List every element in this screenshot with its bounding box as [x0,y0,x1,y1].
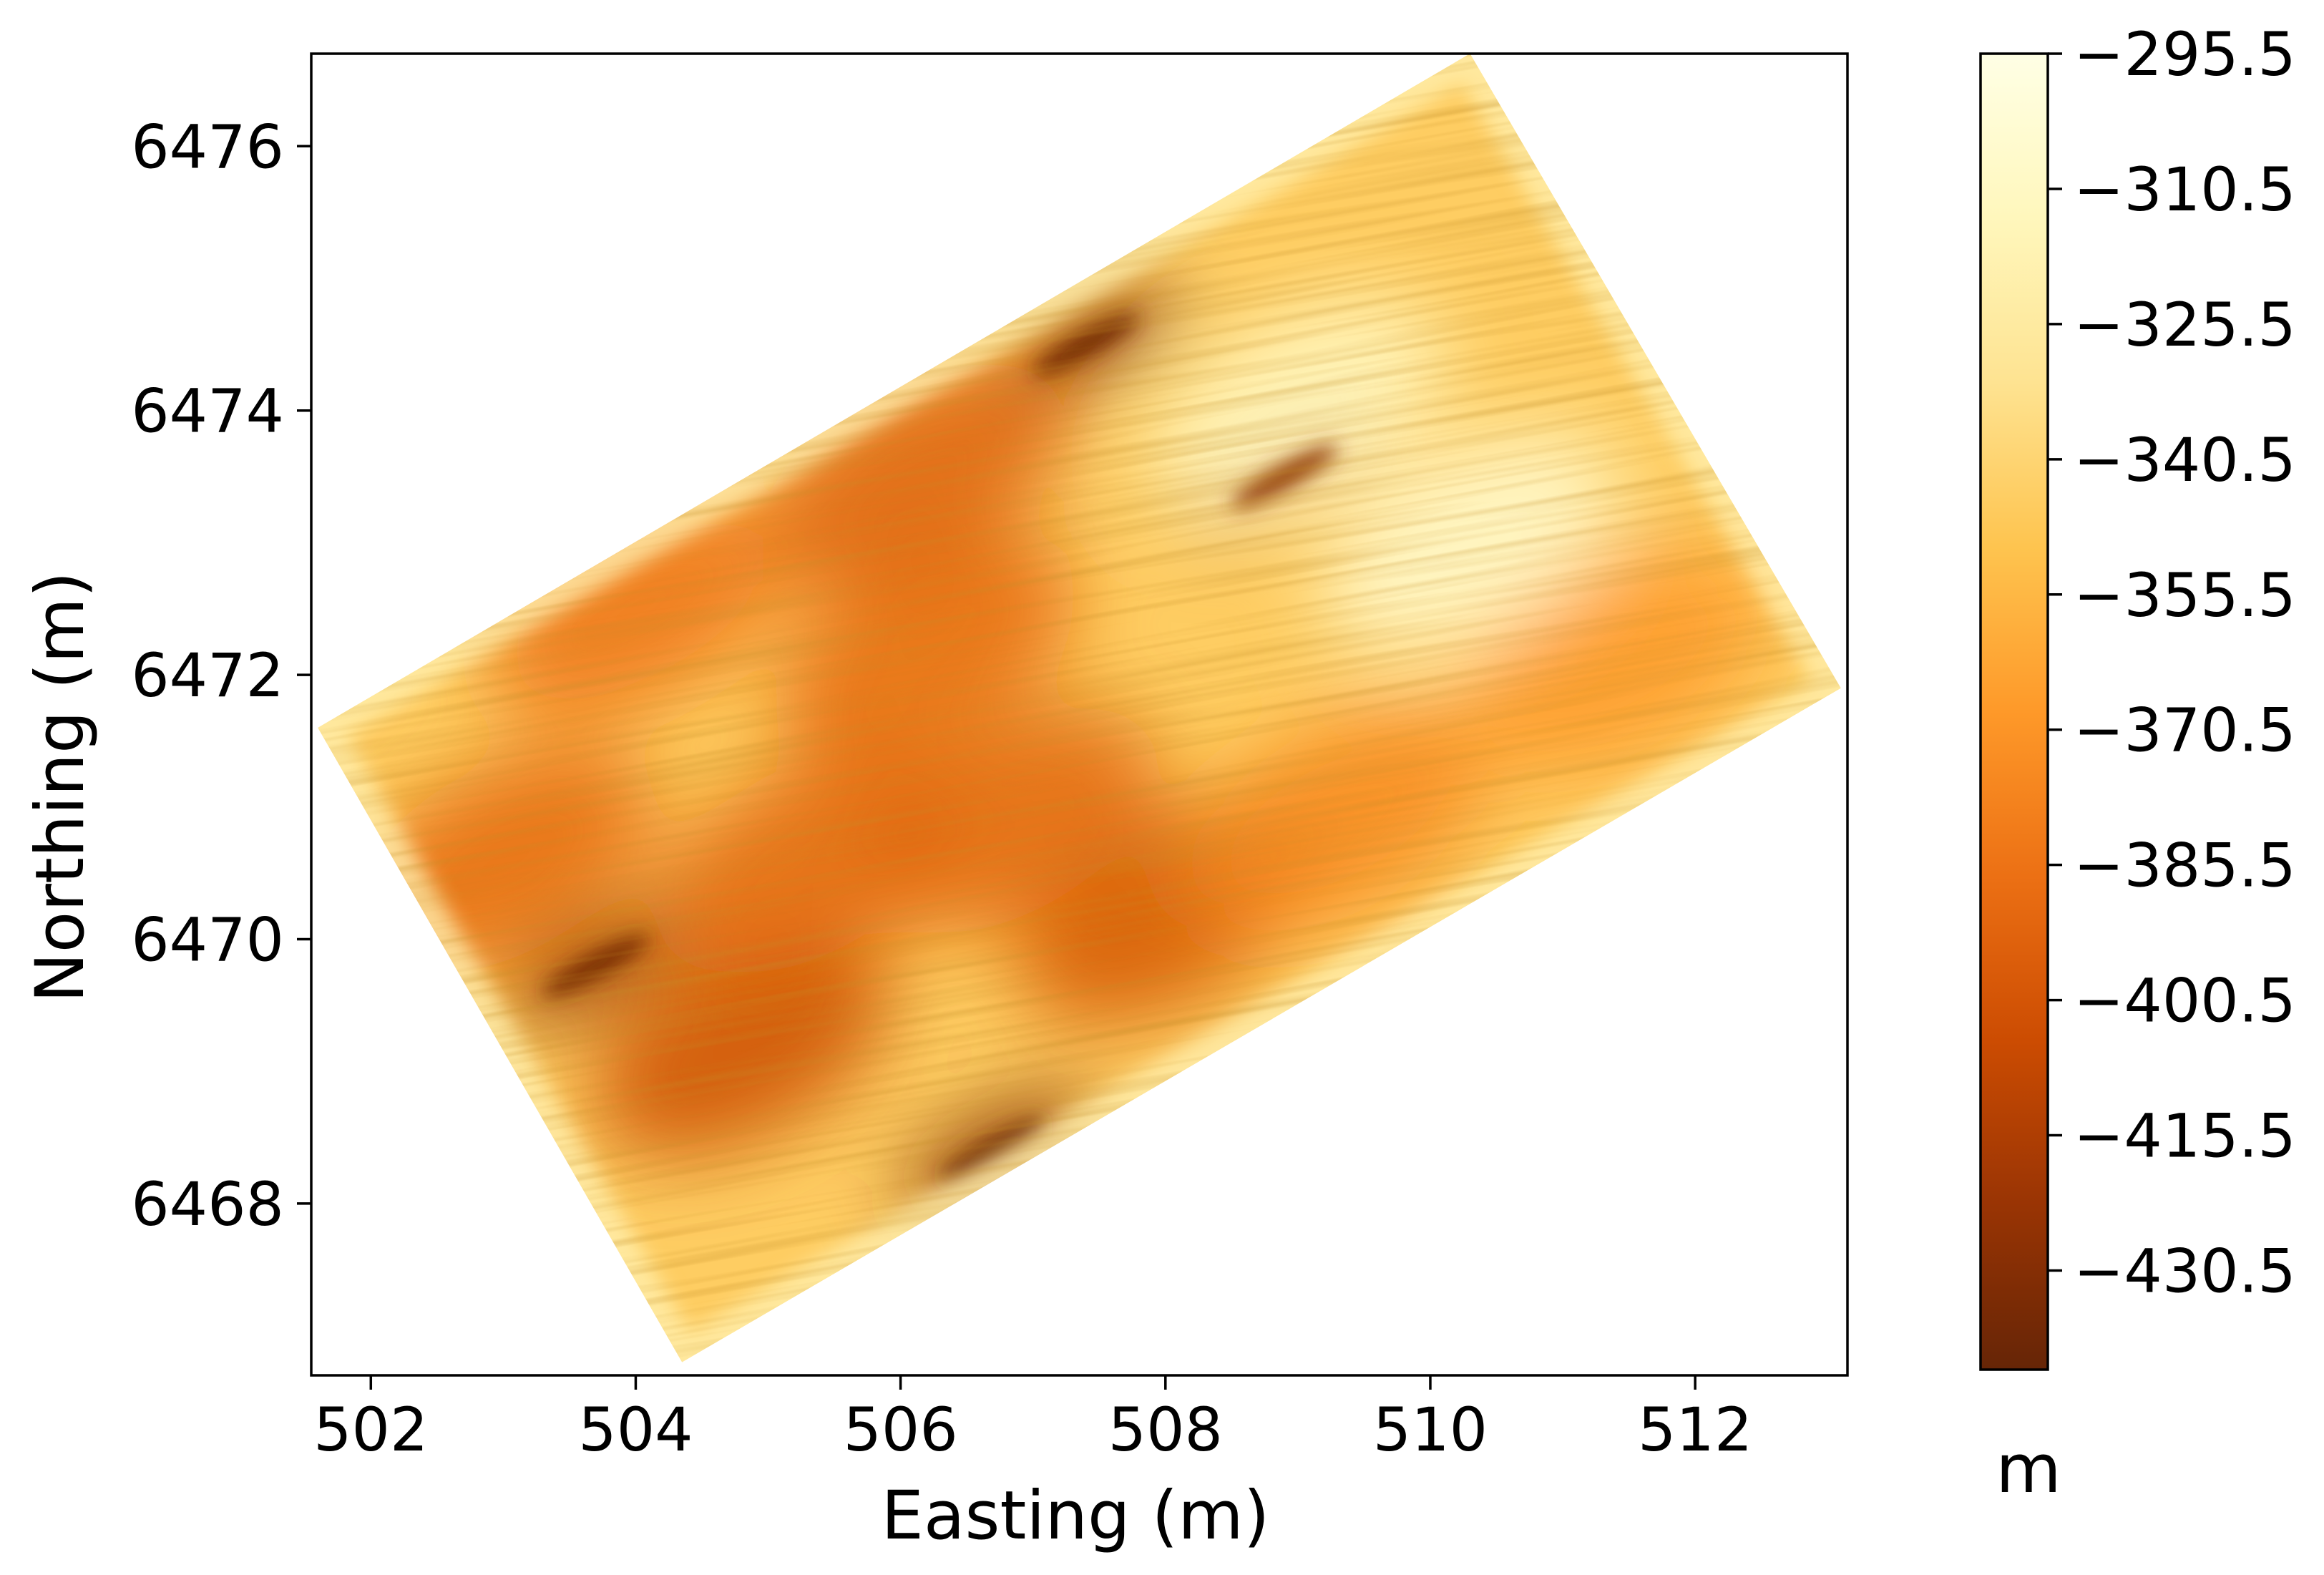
y-axis-label: Northing (m) [21,571,99,1003]
colorbar-tick-label: −325.5 [2074,290,2296,360]
colorbar-label: m [1996,1430,2061,1508]
y-tick-label: 6476 [131,112,284,182]
y-tick-label: 6468 [131,1169,284,1239]
colorbar-tick-label: −415.5 [2074,1101,2296,1171]
y-tick-label: 6474 [131,376,284,447]
x-tick-label: 506 [843,1395,957,1465]
plot-frame [310,52,1849,1377]
x-tick-label: 508 [1108,1395,1223,1465]
line-streak-texture [318,54,1841,1362]
colorbar-tick-label: −355.5 [2074,560,2296,630]
x-axis-label: Easting (m) [882,1477,1270,1555]
x-tick-label: 510 [1373,1395,1488,1465]
y-axis: 6468 6470 6472 6474 6476 [131,112,311,1239]
colorbar-gradient [1979,52,2049,1371]
x-tick-label: 504 [578,1395,693,1465]
colorbar-tick-label: −310.5 [2074,155,2296,225]
survey-surface [318,54,1841,1362]
colorbar-tick-label: −340.5 [2074,425,2296,495]
colorbar: −295.5 −310.5 −325.5 −340.5 −355.5 −370.5 −385… [1979,19,2296,1371]
y-tick-label: 6470 [131,904,284,975]
colorbar-tick-label: −385.5 [2074,831,2296,901]
y-tick-label: 6472 [131,640,284,711]
colorbar-tick-label: −370.5 [2074,696,2296,766]
colorbar-tick-label: −295.5 [2074,19,2296,89]
colorbar-tick-label: −430.5 [2074,1236,2296,1306]
colorbar-tick-label: −400.5 [2074,966,2296,1036]
x-axis: 502 504 506 508 510 512 [313,1375,1752,1465]
x-tick-label: 502 [313,1395,428,1465]
x-tick-label: 512 [1638,1395,1752,1465]
plot-area [310,52,1849,1377]
